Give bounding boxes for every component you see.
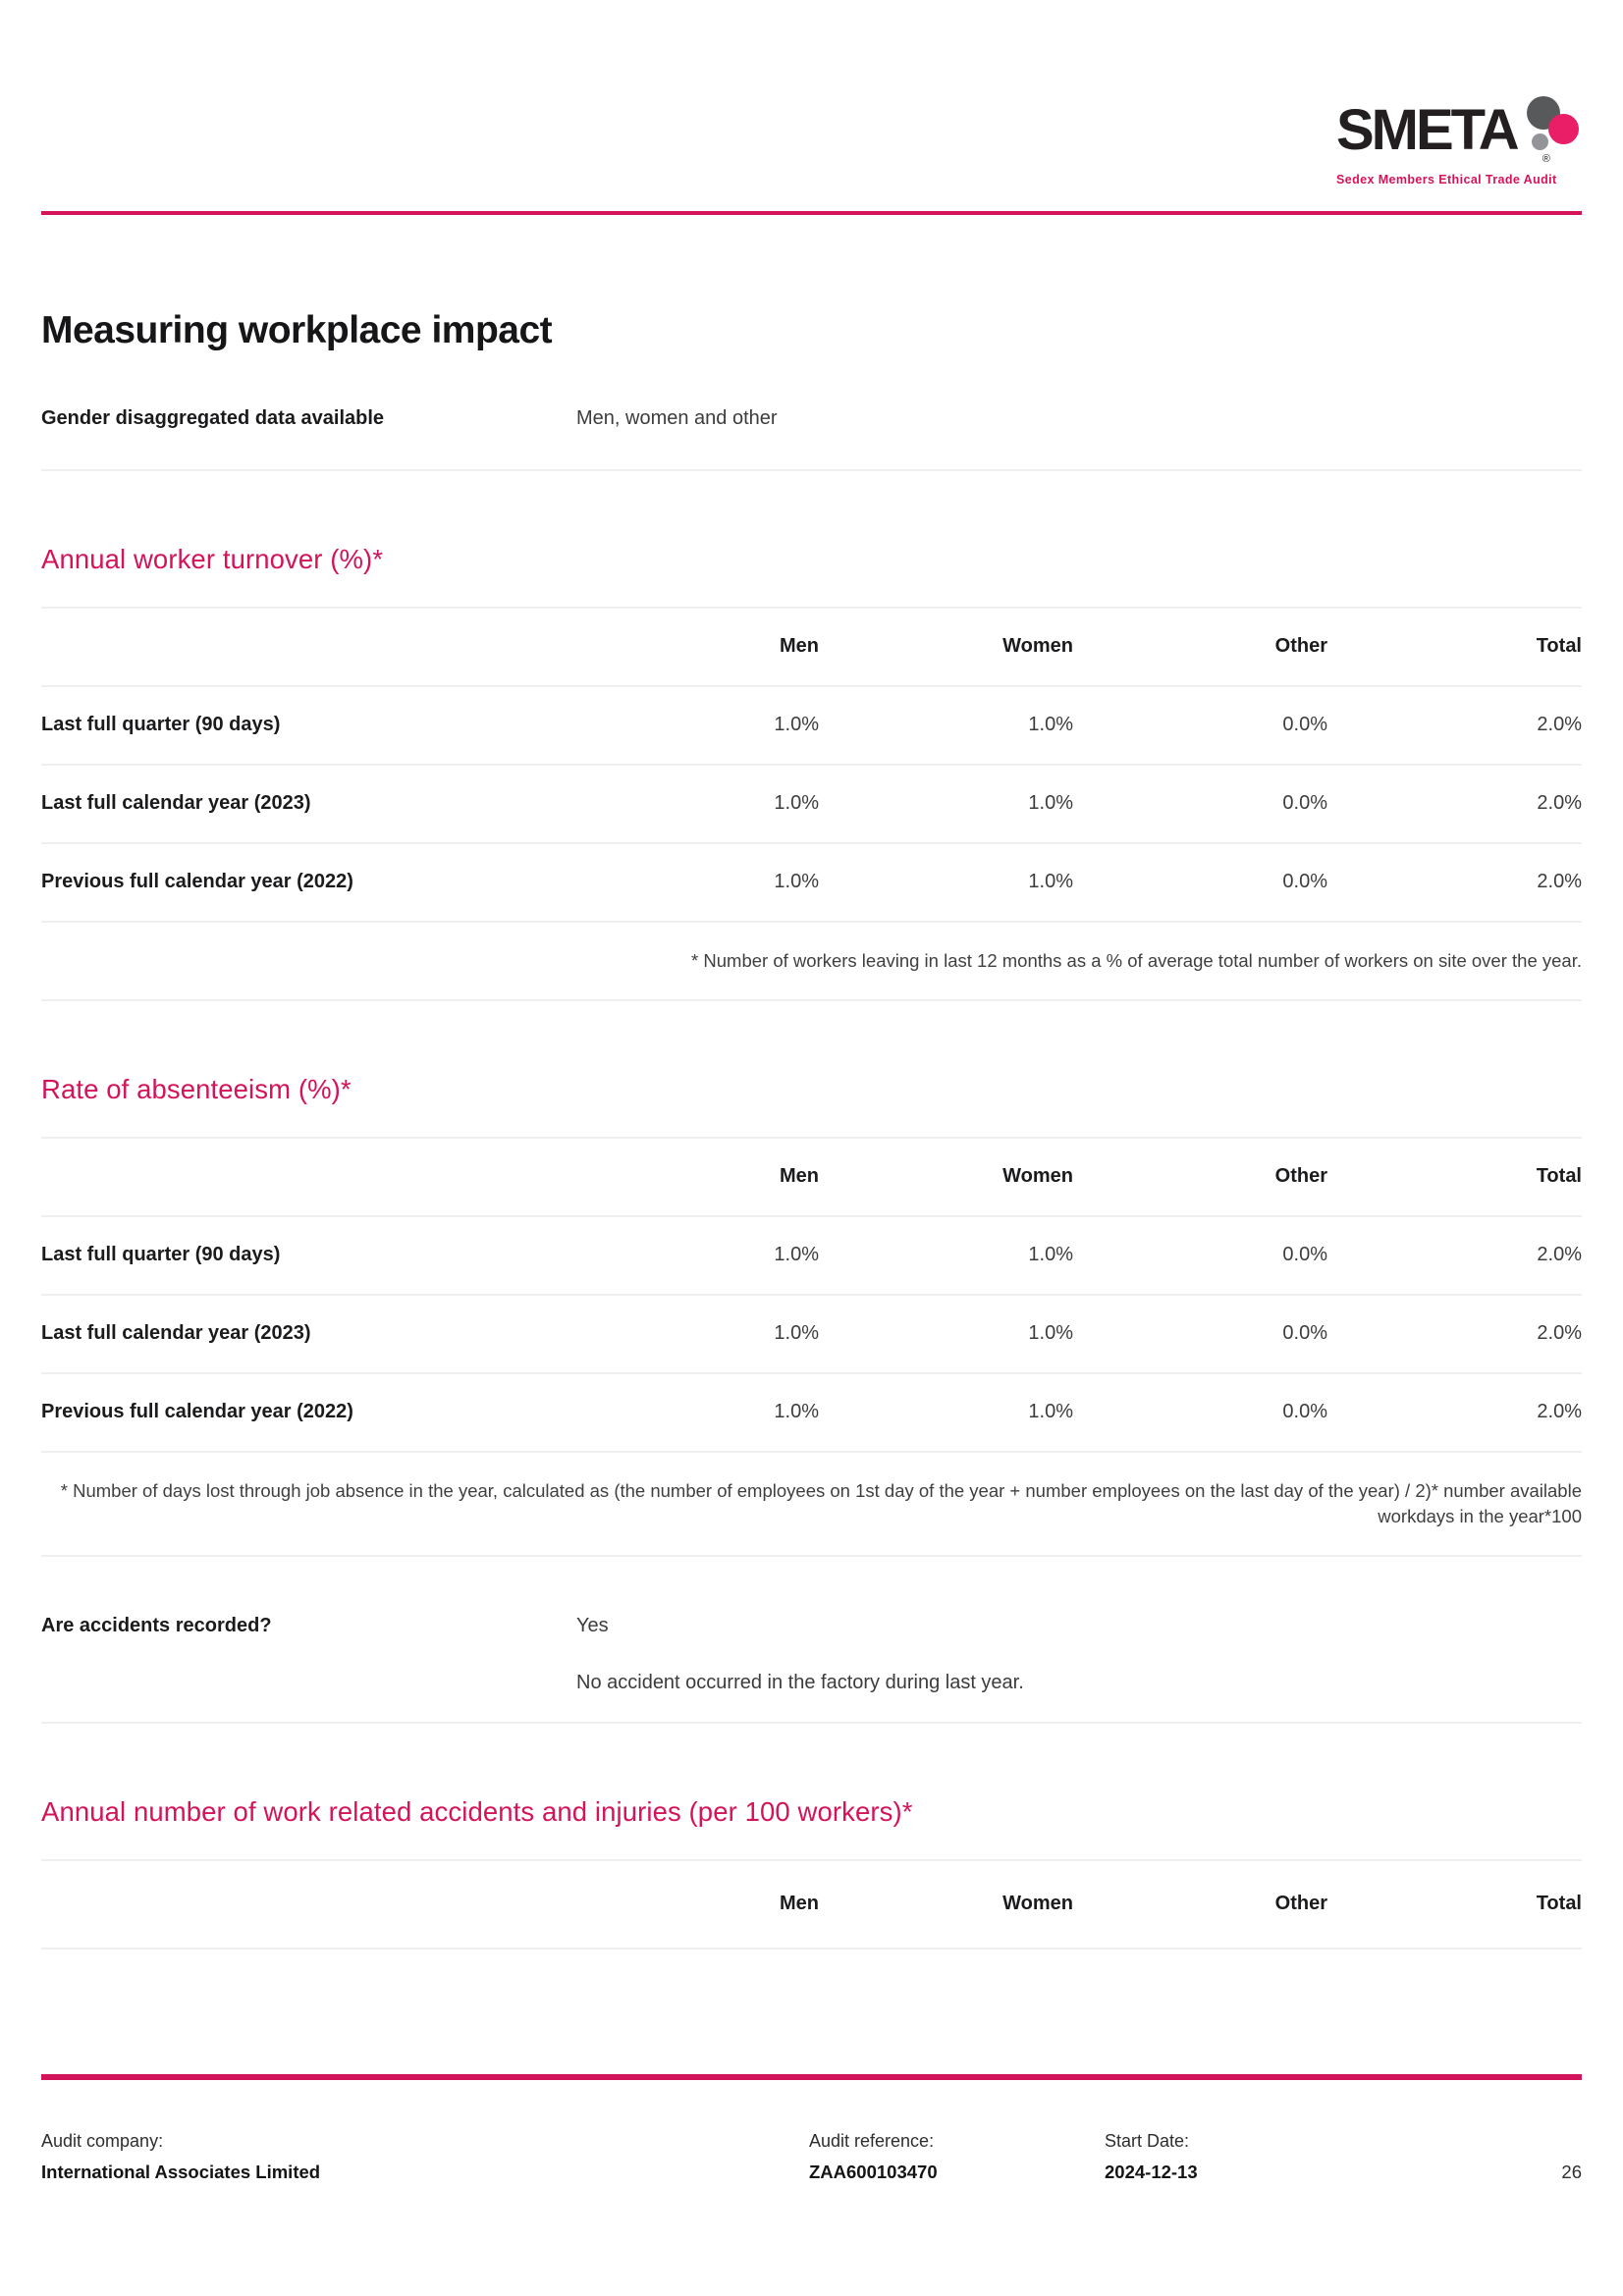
audit-reference-value: ZAA600103470: [809, 2162, 938, 2182]
table-header-row: Men Women Other Total: [41, 1861, 1582, 1949]
accidents-question-block: Are accidents recorded? Yes No accident …: [41, 1557, 1582, 1724]
absenteeism-table: Men Women Other Total Last full quarter …: [41, 1139, 1582, 1557]
table-row: Last full quarter (90 days) 1.0% 1.0% 0.…: [41, 687, 1582, 766]
audit-company-label: Audit company:: [41, 2131, 164, 2151]
table-row: Last full calendar year (2023) 1.0% 1.0%…: [41, 766, 1582, 844]
section-heading-turnover: Annual worker turnover (%)*: [41, 542, 1582, 609]
row-label: Last full quarter (90 days): [41, 714, 281, 736]
logo-dot-small-gray-icon: [1531, 133, 1548, 150]
column-header-women: Women: [1002, 1165, 1073, 1188]
cell-women: 1.0%: [1028, 1244, 1073, 1266]
cell-total: 2.0%: [1537, 792, 1582, 815]
column-header-total: Total: [1536, 635, 1582, 658]
table-row: Previous full calendar year (2022) 1.0% …: [41, 844, 1582, 923]
table-header-row: Men Women Other Total: [41, 609, 1582, 687]
accidents-question-note: No accident occurred in the factory duri…: [576, 1671, 1024, 1693]
page-number: 26: [1561, 2162, 1582, 2182]
cell-other: 0.0%: [1282, 714, 1327, 736]
cell-men: 1.0%: [774, 1244, 819, 1266]
column-header-men: Men: [780, 1893, 819, 1915]
section-heading-accidents: Annual number of work related accidents …: [41, 1794, 1582, 1861]
cell-other: 0.0%: [1282, 1322, 1327, 1345]
row-label: Last full calendar year (2023): [41, 1322, 311, 1345]
cell-women: 1.0%: [1028, 714, 1073, 736]
cell-other: 0.0%: [1282, 871, 1327, 893]
table-header-row: Men Women Other Total: [41, 1139, 1582, 1217]
column-header-other: Other: [1274, 1165, 1327, 1188]
page-header: SMETA ® Sedex Members Ethical Trade Audi…: [41, 0, 1582, 215]
cell-women: 1.0%: [1028, 792, 1073, 815]
cell-total: 2.0%: [1537, 871, 1582, 893]
row-label: Previous full calendar year (2022): [41, 871, 353, 893]
cell-other: 0.0%: [1282, 1401, 1327, 1423]
column-header-other: Other: [1274, 635, 1327, 658]
row-label: Previous full calendar year (2022): [41, 1401, 353, 1423]
column-header-other: Other: [1274, 1893, 1327, 1915]
gender-data-value: Men, women and other: [576, 406, 778, 429]
gender-data-row: Gender disaggregated data available Men,…: [41, 404, 1582, 471]
column-header-total: Total: [1536, 1165, 1582, 1188]
section-heading-absenteeism: Rate of absenteeism (%)*: [41, 1072, 1582, 1139]
accidents-question-answer: Yes: [576, 1614, 609, 1636]
start-date-value: 2024-12-13: [1105, 2162, 1198, 2182]
start-date-label: Start Date:: [1105, 2131, 1190, 2151]
cell-other: 0.0%: [1282, 1244, 1327, 1266]
table-row: Last full calendar year (2023) 1.0% 1.0%…: [41, 1296, 1582, 1374]
column-header-women: Women: [1002, 1893, 1073, 1915]
spacer: [1561, 2129, 1582, 2153]
spacer: [41, 1669, 576, 1696]
column-header-total: Total: [1536, 1893, 1582, 1915]
row-label: Last full calendar year (2023): [41, 792, 311, 815]
cell-total: 2.0%: [1537, 1401, 1582, 1423]
page-title: Measuring workplace impact: [41, 309, 553, 351]
row-label: Last full quarter (90 days): [41, 1244, 281, 1266]
cell-other: 0.0%: [1282, 792, 1327, 815]
cell-total: 2.0%: [1537, 1244, 1582, 1266]
audit-reference-label: Audit reference:: [809, 2131, 935, 2151]
accidents-table: Men Women Other Total: [41, 1861, 1582, 1949]
cell-men: 1.0%: [774, 871, 819, 893]
cell-women: 1.0%: [1028, 871, 1073, 893]
logo-dot-pink-icon: [1547, 114, 1579, 144]
column-header-men: Men: [780, 1165, 819, 1188]
table-row: Previous full calendar year (2022) 1.0% …: [41, 1374, 1582, 1453]
cell-men: 1.0%: [774, 792, 819, 815]
absenteeism-footnote: * Number of days lost through job absenc…: [41, 1453, 1582, 1557]
cell-men: 1.0%: [774, 1322, 819, 1345]
registered-trademark-icon: ®: [1542, 153, 1550, 165]
gender-data-label: Gender disaggregated data available: [41, 406, 385, 429]
smeta-logo: SMETA ® Sedex Members Ethical Trade Audi…: [1336, 96, 1582, 187]
cell-women: 1.0%: [1028, 1322, 1073, 1345]
column-header-men: Men: [780, 635, 819, 658]
cell-men: 1.0%: [774, 714, 819, 736]
logo-wordmark: SMETA: [1336, 98, 1520, 162]
page-footer: Audit company: Audit reference: Start Da…: [41, 2074, 1582, 2184]
cell-total: 2.0%: [1537, 1322, 1582, 1345]
logo-dot-cluster: ®: [1519, 96, 1580, 167]
turnover-table: Men Women Other Total Last full quarter …: [41, 609, 1582, 1001]
table-row: Last full quarter (90 days) 1.0% 1.0% 0.…: [41, 1217, 1582, 1296]
cell-women: 1.0%: [1028, 1401, 1073, 1423]
accidents-question-label: Are accidents recorded?: [41, 1614, 272, 1636]
cell-men: 1.0%: [774, 1401, 819, 1423]
logo-tagline: Sedex Members Ethical Trade Audit: [1336, 173, 1557, 187]
audit-company-value: International Associates Limited: [41, 2162, 321, 2182]
column-header-women: Women: [1002, 635, 1073, 658]
turnover-footnote: * Number of workers leaving in last 12 m…: [41, 923, 1582, 1001]
cell-total: 2.0%: [1537, 714, 1582, 736]
